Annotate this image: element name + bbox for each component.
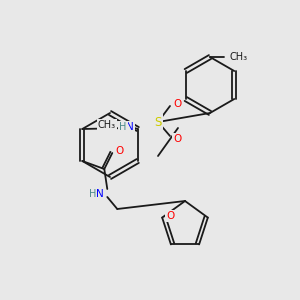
Text: N: N (96, 189, 104, 199)
Text: CH₃: CH₃ (98, 120, 116, 130)
Text: CH₃: CH₃ (229, 52, 247, 62)
Text: O: O (173, 99, 181, 109)
Text: N: N (126, 122, 134, 132)
Text: H: H (88, 189, 96, 199)
Text: O: O (115, 146, 123, 156)
Text: O: O (166, 211, 174, 220)
Text: H: H (119, 122, 127, 132)
Text: O: O (173, 134, 181, 144)
Text: S: S (154, 116, 162, 128)
